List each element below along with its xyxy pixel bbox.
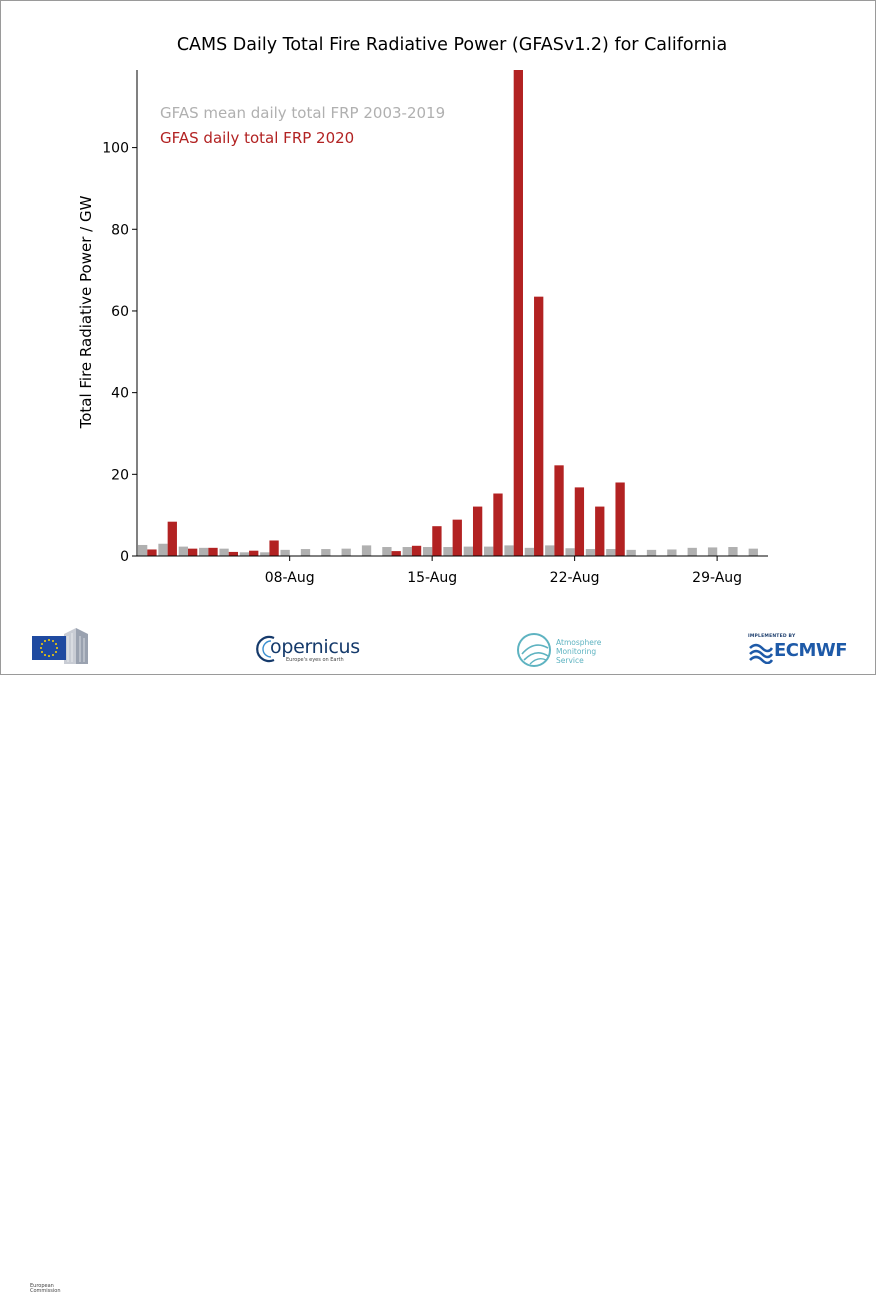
bar-mean-day-1	[138, 544, 148, 556]
atmosphere-globe-icon	[517, 633, 551, 667]
legend-entry-2020: GFAS daily total FRP 2020	[160, 129, 354, 147]
eu-building-icon	[14, 628, 88, 664]
copernicus-wordmark: opernicus	[270, 636, 360, 658]
bar-mean-day-12	[361, 545, 372, 556]
bar-mean-day-30	[728, 547, 738, 556]
eu-caption-line2: Commission	[30, 1288, 61, 1294]
bar-2020-day-14	[411, 545, 422, 556]
bar-mean-day-5	[219, 548, 229, 556]
y-axis-label: Total Fire Radiative Power / GW	[77, 195, 95, 429]
copernicus-tagline: Europe's eyes on Earth	[286, 657, 344, 663]
bar-mean-day-13	[382, 547, 392, 556]
bar-mean-day-11	[341, 548, 351, 556]
bar-2020-day-24	[615, 482, 625, 556]
copernicus-c-icon	[256, 635, 275, 663]
bar-2020-day-5	[228, 551, 239, 556]
bar-2020-day-1	[147, 549, 157, 556]
y-tick-label-0: 0	[120, 549, 129, 565]
bar-mean-day-24	[606, 549, 616, 556]
atmosphere-monitoring-logo: Atmosphere Monitoring Service	[514, 630, 624, 670]
eu-caption: European Commission	[30, 1284, 61, 1294]
bar-2020-day-3	[188, 548, 198, 556]
bar-mean-day-2	[158, 543, 168, 556]
bar-mean-day-9	[300, 549, 311, 556]
bar-mean-day-23	[585, 549, 596, 556]
chart-title: CAMS Daily Total Fire Radiative Power (G…	[177, 35, 727, 55]
bar-mean-day-17	[463, 546, 473, 556]
bar-mean-day-22	[565, 548, 575, 556]
bar-mean-day-6	[239, 552, 250, 556]
chart: CAMS Daily Total Fire Radiative Power (G…	[77, 35, 768, 586]
bar-mean-day-18	[484, 546, 494, 556]
bar-mean-day-4	[199, 547, 209, 556]
ams-line2: Monitoring Service	[556, 647, 597, 665]
y-tick-label-100: 100	[102, 141, 129, 157]
x-tick-label-15-Aug: 15-Aug	[407, 570, 457, 586]
figure-frame	[0, 0, 876, 675]
bar-mean-day-27	[667, 549, 677, 556]
bar-2020-day-23	[595, 506, 605, 556]
bar-2020-day-17	[472, 506, 483, 556]
bar-mean-day-3	[178, 546, 189, 556]
y-axis: 0 20 40 60 80 100	[102, 70, 138, 565]
bar-2020-day-22	[574, 487, 585, 556]
european-commission-logo: European Commission	[14, 624, 92, 1294]
bar-2020-day-16	[452, 519, 462, 556]
x-tick-label-22-Aug: 22-Aug	[550, 570, 600, 586]
bar-2020-day-4	[208, 547, 218, 556]
bar-2020-day-18	[493, 493, 503, 556]
bar-mean-day-26	[646, 549, 657, 556]
ams-line1: Atmosphere	[556, 638, 602, 647]
ecmwf-logo: IMPLEMENTED BY ECMWF	[748, 634, 860, 664]
bar-2020-day-19	[513, 70, 523, 556]
atmosphere-service-text: Atmosphere Monitoring Service	[556, 638, 624, 665]
x-tick-label-29-Aug: 29-Aug	[692, 570, 742, 586]
ecmwf-wordmark: ECMWF	[774, 640, 848, 661]
bar-mean-day-15	[422, 547, 433, 556]
bar-2020-day-20	[534, 296, 544, 556]
bar-2020-day-15	[432, 526, 442, 556]
ecmwf-wave-icon	[749, 643, 774, 664]
bar-mean-day-8	[280, 549, 290, 556]
bar-mean-day-28	[687, 547, 697, 556]
bar-mean-day-19	[504, 545, 514, 556]
ecmwf-implemented-by: IMPLEMENTED BY	[748, 634, 796, 639]
bar-mean-day-31	[748, 548, 758, 556]
bar-2020-day-6	[249, 550, 259, 556]
bar-mean-day-10	[321, 549, 331, 556]
bar-mean-day-20	[524, 547, 535, 556]
bar-mean-day-16	[443, 547, 453, 556]
y-tick-label-80: 80	[111, 222, 129, 238]
bars-group	[138, 70, 758, 556]
bar-mean-day-14	[402, 547, 412, 556]
y-tick-label-40: 40	[111, 386, 129, 402]
bar-mean-day-21	[545, 545, 555, 556]
bar-2020-day-7	[269, 540, 279, 556]
bar-mean-day-29	[707, 547, 718, 556]
y-tick-label-60: 60	[111, 304, 129, 320]
bar-2020-day-13	[391, 551, 401, 556]
bar-mean-day-7	[260, 552, 270, 556]
bar-2020-day-2	[167, 521, 177, 556]
legend-entry-mean: GFAS mean daily total FRP 2003-2019	[160, 104, 445, 122]
bar-2020-day-21	[554, 465, 564, 556]
copernicus-logo: opernicus Europe's eyes on Earth	[256, 632, 360, 668]
x-axis: 08-Aug 15-Aug 22-Aug 29-Aug	[137, 555, 768, 586]
y-tick-label-20: 20	[111, 467, 129, 483]
x-tick-label-08-Aug: 08-Aug	[265, 570, 315, 586]
bar-mean-day-25	[626, 549, 636, 556]
